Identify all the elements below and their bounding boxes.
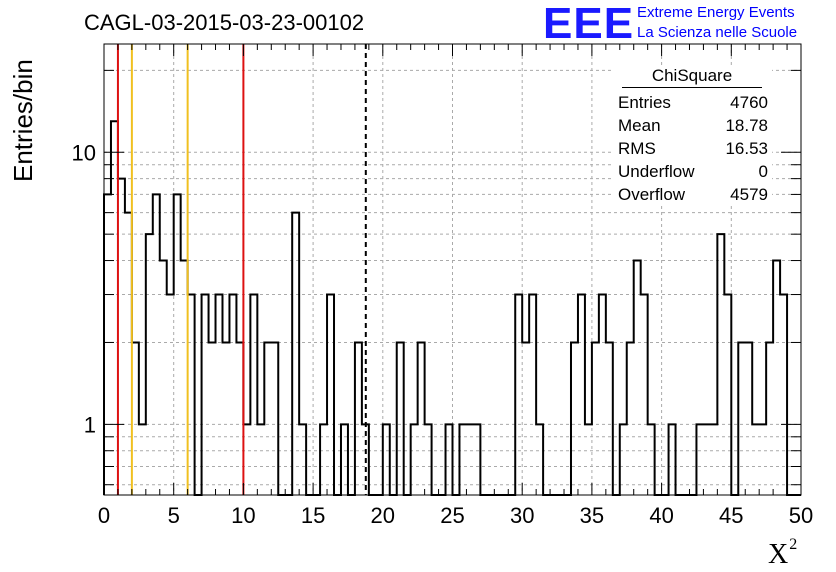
stats-label: Overflow [618,185,686,204]
stats-row-underflow: Underflow 0 [612,160,772,183]
stats-label: Mean [618,116,661,135]
stats-label: RMS [618,139,656,158]
x-tick-label: 40 [649,503,673,528]
x-tick-label: 25 [440,503,464,528]
histogram-line [103,120,801,496]
stats-box: ChiSquare Entries 4760 Mean 18.78 RMS 16… [612,66,772,206]
chart-title: CAGL-03-2015-03-23-00102 [84,10,365,35]
stats-row-entries: Entries 4760 [612,91,772,114]
logo-caption-line1: Extreme Energy Events [637,4,795,21]
logo-caption-line2: La Scienza nelle Scuole [637,24,798,41]
x-axis-label-base: X [768,539,789,570]
stats-row-mean: Mean 18.78 [612,114,772,137]
stats-label: Underflow [618,162,695,181]
y-tick-label: 1 [84,412,96,437]
x-tick-label: 10 [231,503,255,528]
x-tick-label: 30 [510,503,534,528]
x-axis-label-superscript: 2 [789,536,798,553]
stats-value: 4760 [730,93,768,112]
stats-label: Entries [618,93,671,112]
stats-row-rms: RMS 16.53 [612,137,772,160]
x-tick-label: 20 [371,503,395,528]
x-tick-label: 5 [168,503,180,528]
y-tick-label: 10 [72,140,96,165]
x-tick-label: 45 [719,503,743,528]
x-tick-label: 35 [580,503,604,528]
y-axis-label: Entries/bin [8,59,38,182]
x-tick-label: 0 [98,503,110,528]
eee-logo: EEE [543,0,635,48]
stats-title: ChiSquare [622,66,762,88]
stats-row-overflow: Overflow 4579 [612,183,772,206]
x-tick-label: 50 [789,503,813,528]
stats-value: 18.78 [725,116,768,135]
stats-value: 0 [758,162,768,181]
x-axis-label: X2 [768,536,797,571]
stats-value: 4579 [730,185,768,204]
x-tick-label: 15 [301,503,325,528]
stats-value: 16.53 [725,139,768,158]
